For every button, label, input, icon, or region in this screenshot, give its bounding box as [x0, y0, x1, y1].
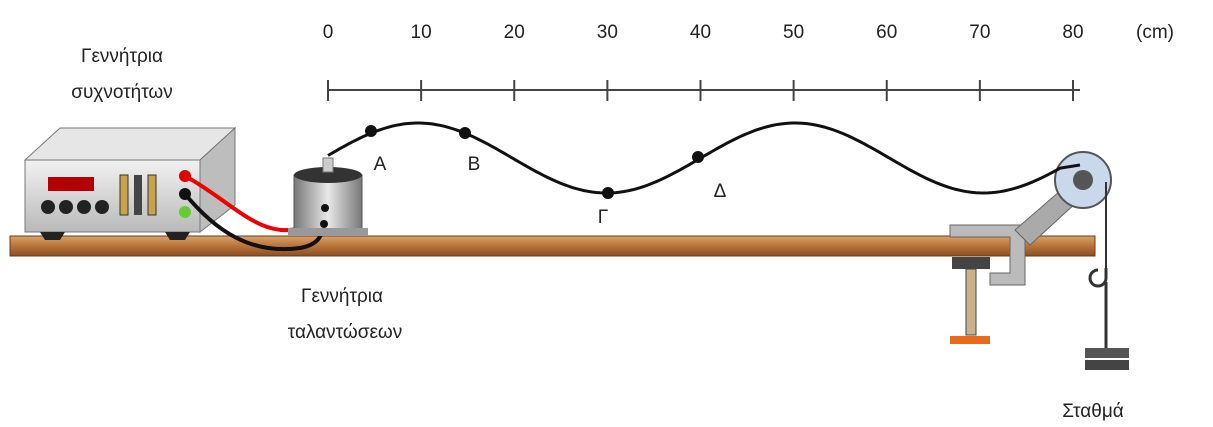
ruler-unit: (cm)	[1136, 22, 1174, 43]
ruler: 0 10 20 30 40 50 60 70 80 (cm)	[323, 22, 1174, 101]
ruler-tick-label: 80	[1062, 22, 1083, 43]
point-label: Γ	[598, 207, 608, 228]
wave-point	[602, 187, 614, 199]
points: Α Β Γ Δ	[365, 125, 727, 228]
ruler-tick-label: 60	[876, 22, 897, 43]
vibrator	[288, 157, 368, 236]
ruler-tick-label: 70	[969, 22, 990, 43]
point-label: Δ	[714, 181, 727, 202]
ruler-tick-label: 50	[783, 22, 804, 43]
vibrator-label: Γεννήτρια	[301, 286, 383, 307]
vibrator-label: ταλαντώσεων	[288, 322, 403, 343]
frequency-generator	[23, 126, 237, 240]
ruler-tick-label: 40	[690, 22, 711, 43]
pulley-clamp	[949, 151, 1129, 370]
wave-point	[365, 125, 377, 137]
ruler-tick-label: 0	[323, 22, 334, 43]
generator-label: συχνοτήτων	[71, 82, 173, 103]
generator-label: Γεννήτρια	[81, 46, 163, 67]
point-label: Α	[374, 154, 387, 175]
ruler-tick-label: 20	[504, 22, 525, 43]
ruler-tick-label: 30	[597, 22, 618, 43]
wave-point	[459, 127, 471, 139]
string-wave	[327, 121, 1081, 195]
weights-label: Σταθμά	[1062, 401, 1124, 422]
point-label: Β	[468, 154, 481, 175]
wave-point	[692, 151, 704, 163]
ruler-tick-label: 10	[411, 22, 432, 43]
